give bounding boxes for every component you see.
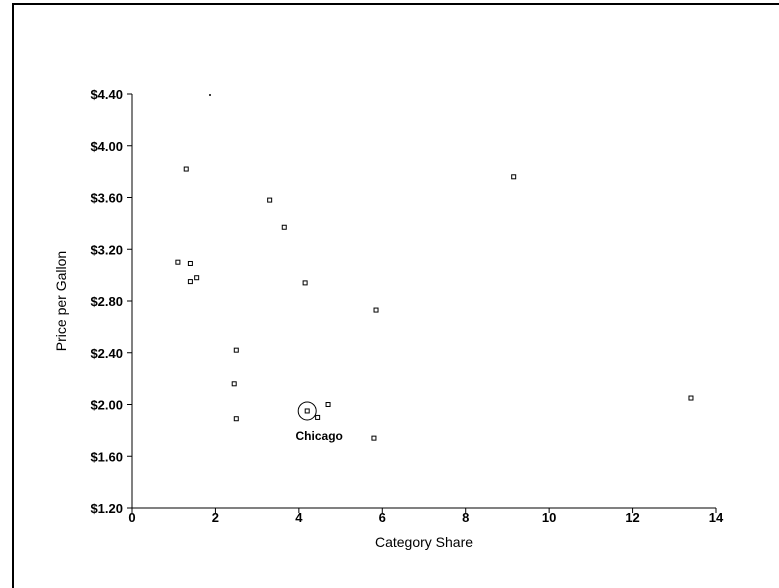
y-tick-label: $3.60	[90, 191, 123, 206]
y-tick-label: $1.20	[90, 501, 123, 516]
x-tick-label: 4	[295, 510, 303, 525]
x-tick-label: 10	[542, 510, 556, 525]
x-tick-label: 6	[379, 510, 386, 525]
x-axis-title: Category Share	[375, 534, 473, 550]
data-point	[187, 260, 193, 266]
data-point	[325, 402, 331, 407]
x-tick-label: 0	[128, 510, 135, 525]
data-point	[175, 259, 181, 265]
y-tick-label: $2.40	[90, 346, 123, 361]
data-points	[175, 94, 694, 441]
y-tick-label: $4.00	[90, 139, 123, 154]
y-tick-label: $1.60	[90, 449, 123, 464]
x-tick-label: 2	[212, 510, 219, 525]
data-point	[373, 307, 379, 313]
data-point	[187, 279, 193, 285]
data-point	[194, 275, 200, 281]
stray-dot	[209, 94, 211, 96]
y-axis-title: Price per Gallon	[53, 251, 69, 351]
data-point	[233, 416, 239, 422]
chicago-annotation: Chicago	[296, 429, 343, 443]
y-tick-label: $2.80	[90, 294, 123, 309]
y-tick-label: $3.20	[90, 242, 123, 257]
data-point	[281, 224, 287, 230]
data-point	[231, 381, 237, 387]
chicago-highlight-ring	[297, 401, 317, 421]
data-point	[302, 280, 308, 286]
chart-frame	[12, 3, 779, 588]
data-point	[183, 166, 189, 172]
y-tick-label: $4.40	[90, 87, 123, 102]
data-point	[233, 347, 239, 353]
data-point-chicago	[304, 408, 310, 414]
x-tick-label: 12	[625, 510, 639, 525]
data-point	[315, 414, 321, 420]
data-point	[511, 174, 517, 180]
data-point	[267, 197, 273, 203]
tick-labels: $1.20 $1.60 $2.00 $2.40 $2.80 $3.20 $3.60 $4.00…	[90, 87, 724, 525]
x-tick-label: 14	[709, 510, 724, 525]
x-tick-label: 8	[462, 510, 469, 525]
axes	[127, 93, 717, 513]
data-point	[371, 435, 377, 441]
y-tick-label: $2.00	[90, 398, 123, 413]
data-point	[688, 395, 694, 401]
